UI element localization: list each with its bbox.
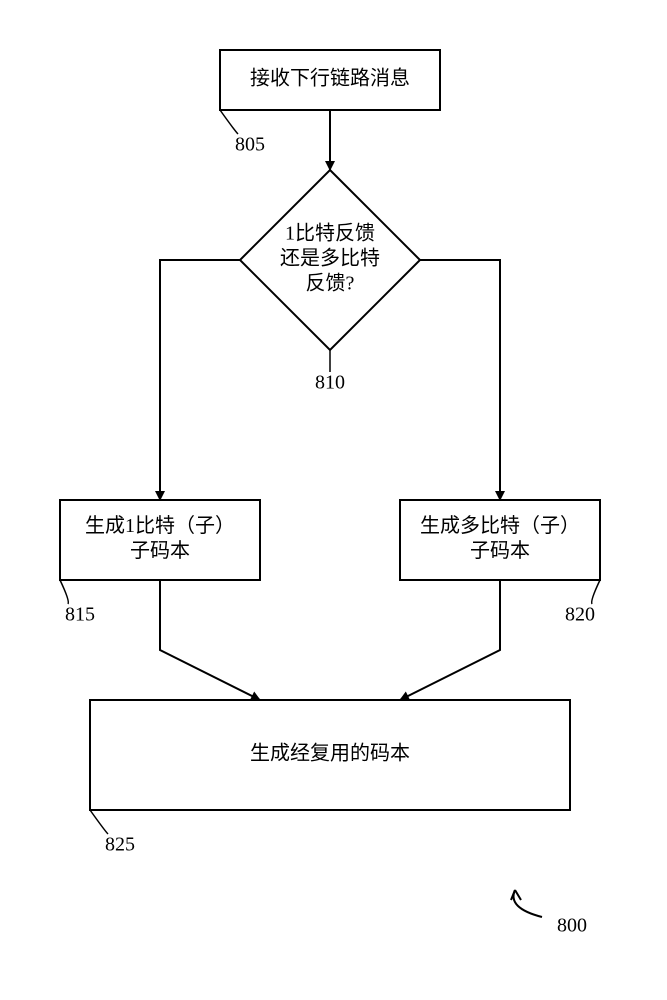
edge-3 [160,580,260,700]
node-text: 生成1比特（子） [85,514,235,537]
figure-tag: 800 [511,890,587,937]
node-text: 1比特反馈 [285,222,375,245]
node-text: 生成经复用的码本 [250,742,410,765]
node-tag: 805 [235,134,265,156]
flowchart-canvas: 接收下行链路消息8051比特反馈还是多比特反馈?810生成1比特（子）子码本81… [0,0,667,1000]
node-n2: 1比特反馈还是多比特反馈? 810 [240,170,420,394]
node-text: 反馈? [306,272,355,295]
node-text: 生成多比特（子） [420,514,580,537]
node-tag: 825 [105,834,135,856]
figure-tag-label: 800 [557,915,587,937]
node-tag: 820 [565,604,595,626]
edge-2 [420,260,500,500]
node-tag: 815 [65,604,95,626]
node-text: 还是多比特 [280,247,380,270]
node-n5: 生成经复用的码本 825 [90,700,570,856]
node-text: 接收下行链路消息 [250,67,410,90]
edge-1 [160,260,240,500]
node-tag: 810 [315,372,345,394]
node-text: 子码本 [130,539,190,562]
edge-4 [400,580,500,700]
node-text: 子码本 [470,539,530,562]
